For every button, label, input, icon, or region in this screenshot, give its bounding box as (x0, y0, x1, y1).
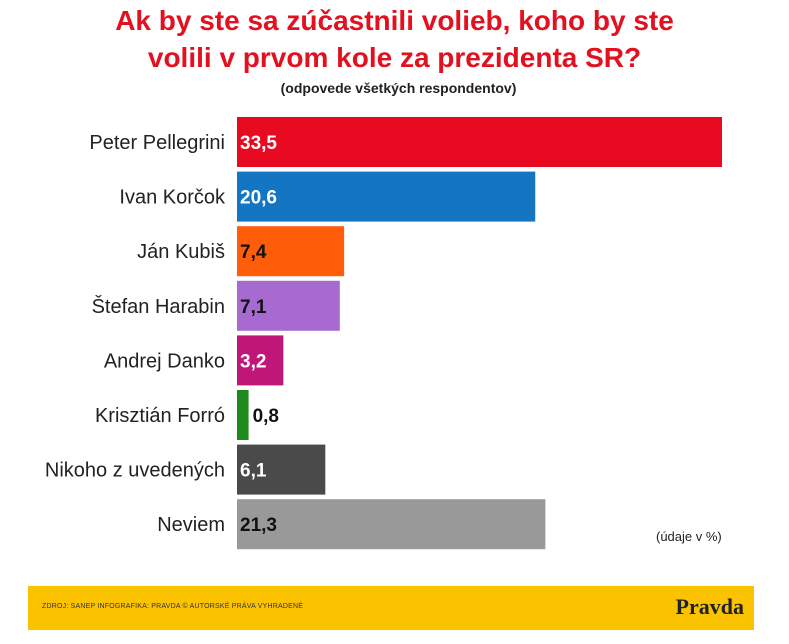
footer-bar: ZDROJ: SANEP INFOGRAFIKA: PRAVDA © AUTOR… (28, 586, 754, 630)
category-label-3: Štefan Harabin (92, 295, 225, 318)
chart-title: Ak by ste sa zúčastnili volieb, koho by … (0, 2, 789, 76)
value-label-5: 0,8 (253, 406, 279, 427)
value-label-4: 3,2 (240, 351, 266, 372)
bar-3 (237, 280, 340, 331)
category-label-1: Ivan Korčok (119, 187, 226, 209)
chart-title-line-2: volili v prvom kole za prezidenta SR? (147, 42, 642, 73)
unit-note: (údaje v %) (656, 529, 722, 544)
bar-chart: Peter Pellegrini 33,5 Ivan Korčok 20,6 Ján K… (45, 117, 722, 550)
source-credit: ZDROJ: SANEP INFOGRAFIKA: PRAVDA © AUTOR… (42, 603, 304, 610)
category-label-0: Peter Pellegrini (89, 132, 225, 154)
category-label-7: Neviem (157, 514, 225, 536)
category-label-2: Ján Kubiš (137, 241, 225, 263)
value-label-6: 6,1 (240, 461, 267, 482)
bar-4 (237, 335, 284, 386)
category-label-4: Andrej Danko (104, 350, 225, 372)
bar-5 (237, 390, 249, 440)
value-label-0: 33,5 (240, 133, 277, 154)
bar-0 (237, 117, 722, 167)
pravda-logo: Pravda (675, 594, 744, 619)
value-label-1: 20,6 (240, 188, 277, 209)
value-label-3: 7,1 (240, 297, 267, 318)
bar-1 (237, 171, 536, 222)
chart-subtitle: (odpovede všetkých respondentov) (280, 80, 517, 96)
category-label-6: Nikoho z uvedených (45, 460, 225, 482)
bar-6 (237, 444, 326, 495)
category-label-5: Krisztián Forró (95, 405, 225, 427)
chart-title-line-1: Ak by ste sa zúčastnili volieb, koho by … (115, 5, 674, 36)
value-label-7: 21,3 (240, 515, 277, 536)
value-label-2: 7,4 (240, 242, 267, 263)
bar-7 (237, 499, 546, 550)
bar-2 (237, 226, 345, 277)
